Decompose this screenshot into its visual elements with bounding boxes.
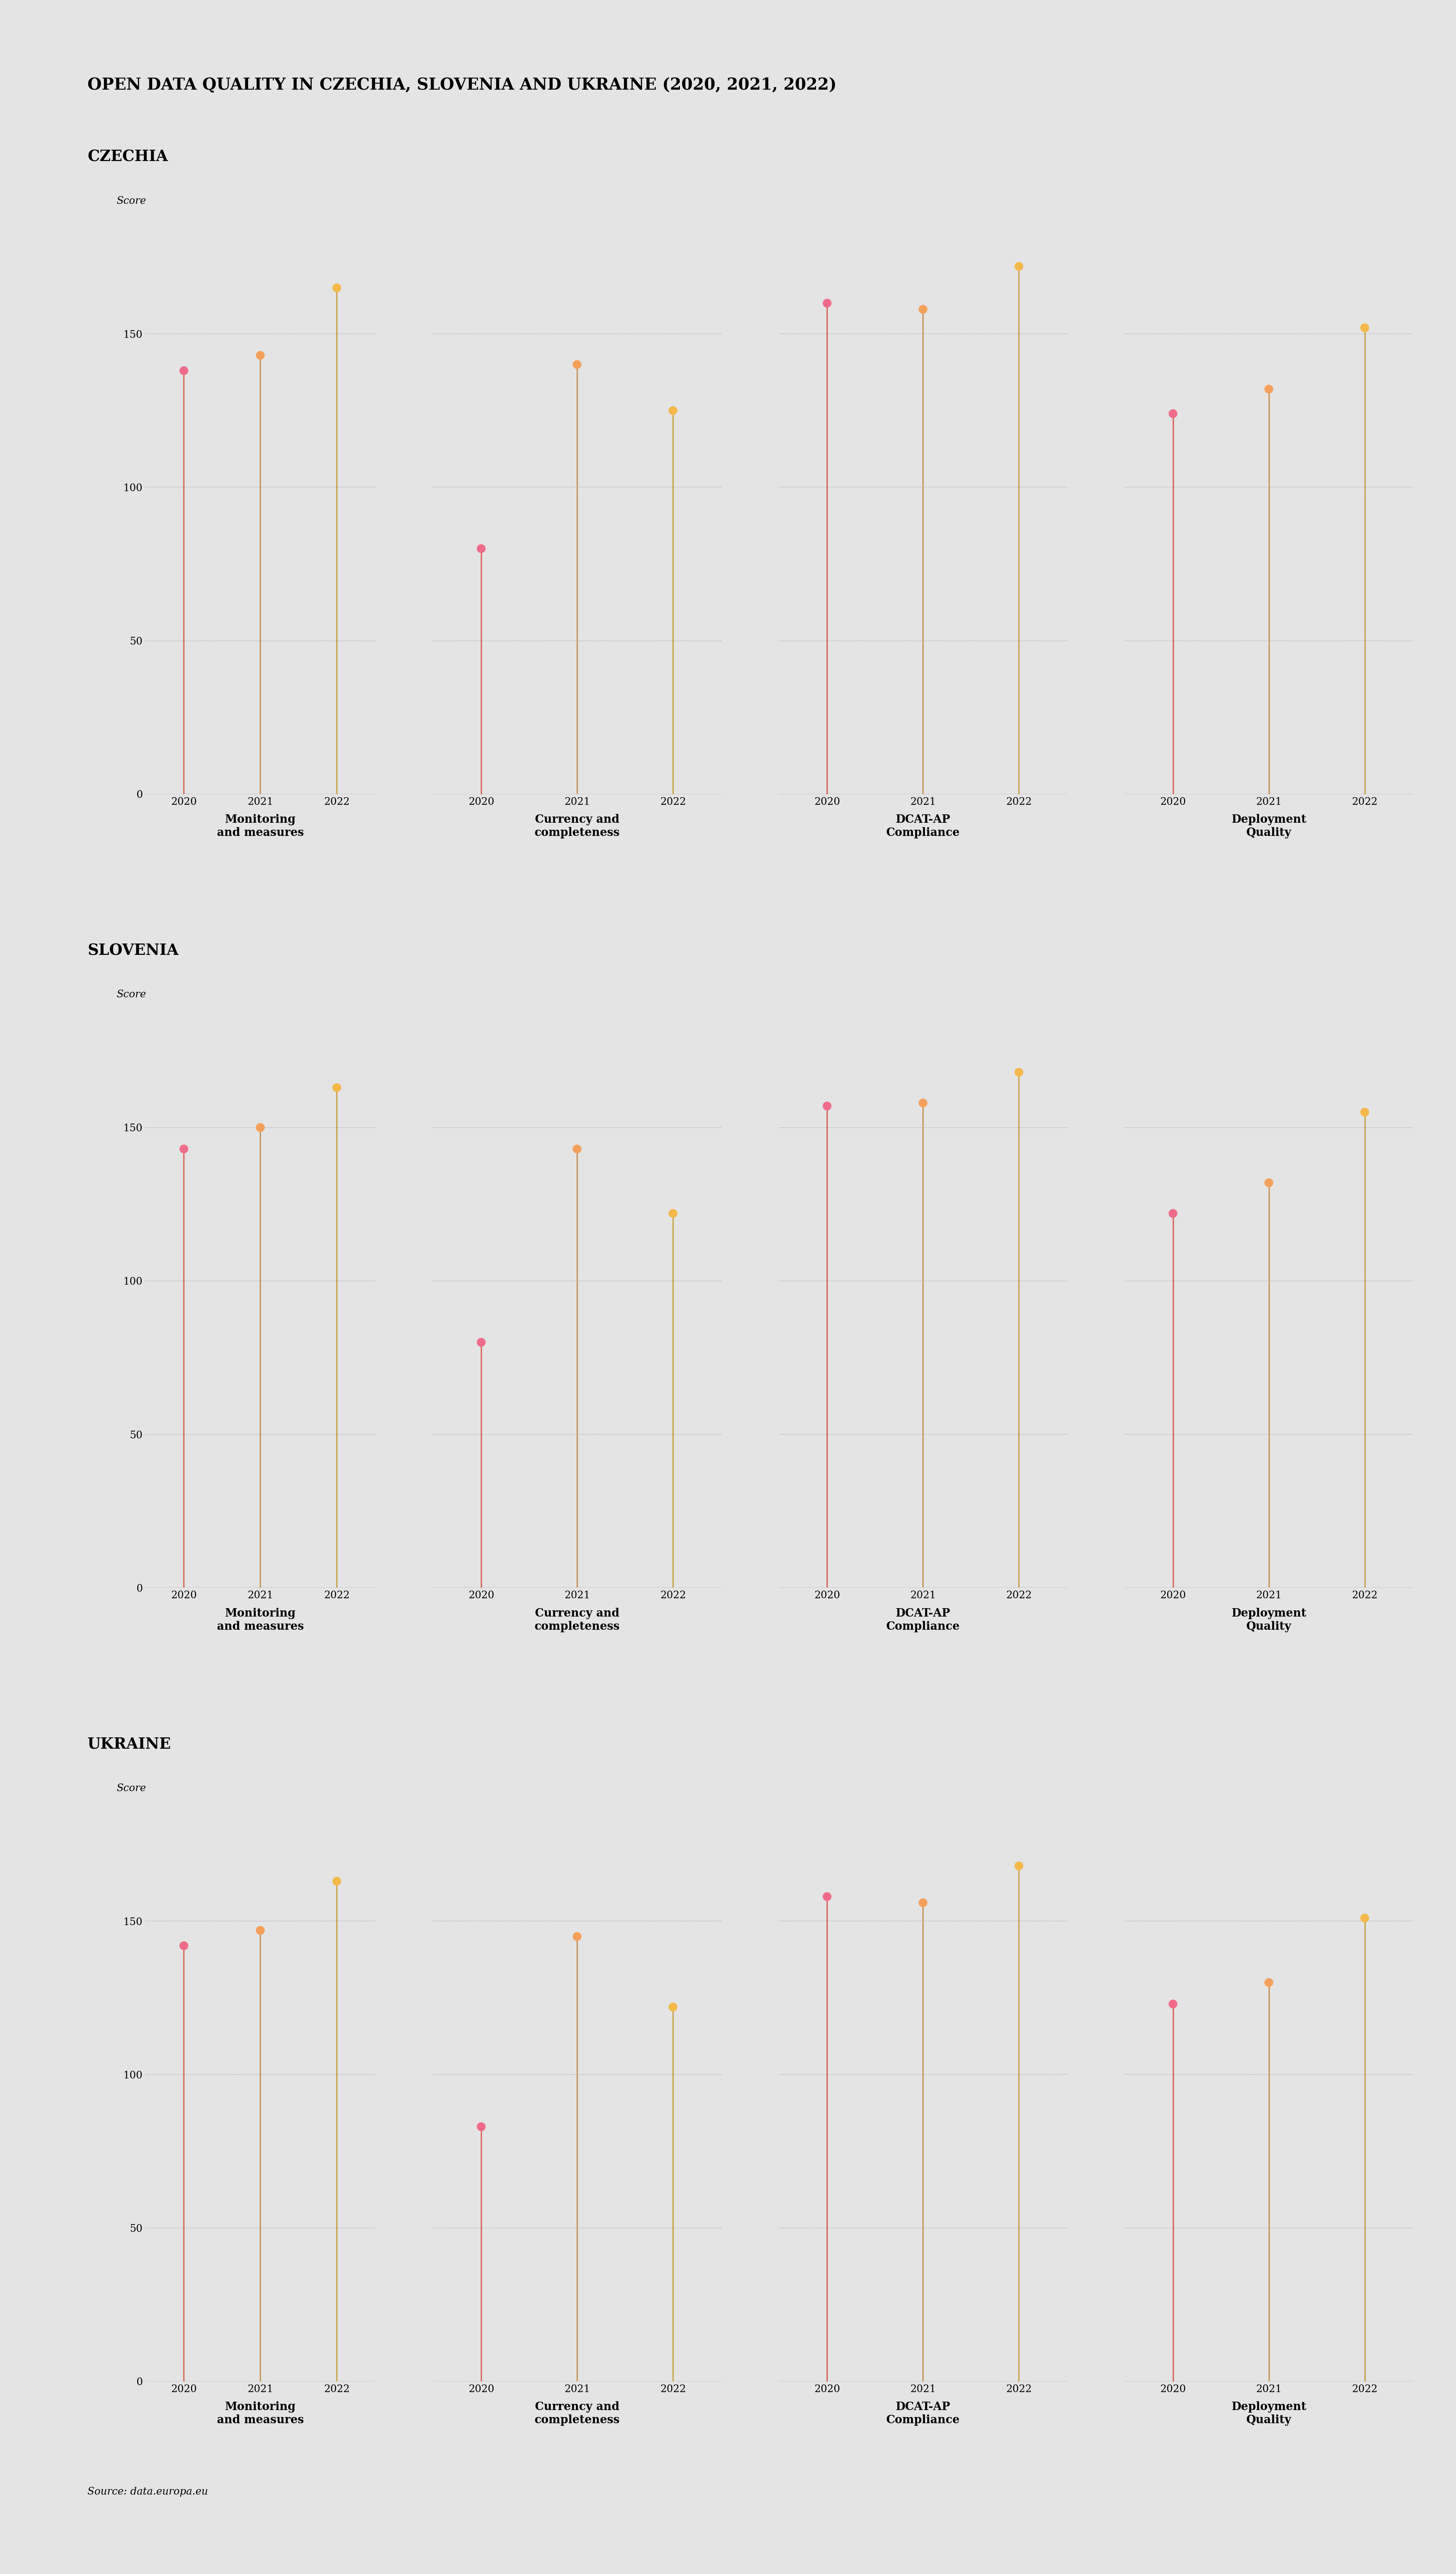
Point — [172, 1127, 195, 1169]
Point — [565, 1127, 588, 1169]
Point — [1353, 1897, 1376, 1938]
Text: Score: Score — [116, 196, 146, 206]
Text: Source: data.europa.eu: Source: data.europa.eu — [87, 2486, 208, 2497]
Point — [565, 1915, 588, 1956]
X-axis label: Currency and
completeness: Currency and completeness — [534, 1609, 620, 1632]
X-axis label: Monitoring
and measures: Monitoring and measures — [217, 2402, 304, 2425]
X-axis label: Currency and
completeness: Currency and completeness — [534, 2402, 620, 2425]
Point — [249, 1910, 272, 1951]
X-axis label: Monitoring
and measures: Monitoring and measures — [217, 1609, 304, 1632]
Point — [469, 528, 492, 569]
Point — [815, 1876, 839, 1918]
X-axis label: DCAT-AP
Compliance: DCAT-AP Compliance — [885, 1609, 960, 1632]
X-axis label: Currency and
completeness: Currency and completeness — [534, 813, 620, 839]
Point — [325, 1861, 348, 1902]
Text: OPEN DATA QUALITY IN CZECHIA, SLOVENIA AND UKRAINE (2020, 2021, 2022): OPEN DATA QUALITY IN CZECHIA, SLOVENIA A… — [87, 77, 836, 93]
Point — [469, 2106, 492, 2147]
X-axis label: DCAT-AP
Compliance: DCAT-AP Compliance — [885, 2402, 960, 2425]
Point — [1008, 1846, 1031, 1887]
Point — [1353, 306, 1376, 347]
X-axis label: DCAT-AP
Compliance: DCAT-AP Compliance — [885, 813, 960, 839]
Point — [172, 1925, 195, 1967]
X-axis label: Deployment
Quality: Deployment Quality — [1230, 1609, 1306, 1632]
Point — [325, 1068, 348, 1109]
X-axis label: Deployment
Quality: Deployment Quality — [1230, 813, 1306, 839]
Point — [249, 335, 272, 376]
Point — [1257, 368, 1280, 409]
Point — [661, 1987, 684, 2028]
Point — [661, 391, 684, 432]
Point — [911, 288, 935, 329]
Point — [911, 1882, 935, 1923]
Point — [1257, 1161, 1280, 1202]
Text: CZECHIA: CZECHIA — [87, 149, 167, 165]
Point — [1160, 1985, 1184, 2026]
Point — [815, 1086, 839, 1127]
Text: SLOVENIA: SLOVENIA — [87, 942, 178, 958]
Point — [249, 1107, 272, 1148]
Point — [1160, 1192, 1184, 1233]
X-axis label: Deployment
Quality: Deployment Quality — [1230, 2402, 1306, 2425]
Point — [172, 350, 195, 391]
Text: Score: Score — [116, 1784, 146, 1794]
Point — [1160, 394, 1184, 435]
Point — [1353, 1091, 1376, 1133]
Point — [1257, 1961, 1280, 2003]
Point — [565, 345, 588, 386]
Text: Score: Score — [116, 991, 146, 999]
Point — [325, 268, 348, 309]
Point — [661, 1192, 684, 1233]
X-axis label: Monitoring
and measures: Monitoring and measures — [217, 813, 304, 839]
Point — [469, 1320, 492, 1362]
Text: UKRAINE: UKRAINE — [87, 1737, 170, 1753]
Point — [1008, 1053, 1031, 1094]
Point — [911, 1084, 935, 1125]
Point — [1008, 245, 1031, 286]
Point — [815, 283, 839, 324]
